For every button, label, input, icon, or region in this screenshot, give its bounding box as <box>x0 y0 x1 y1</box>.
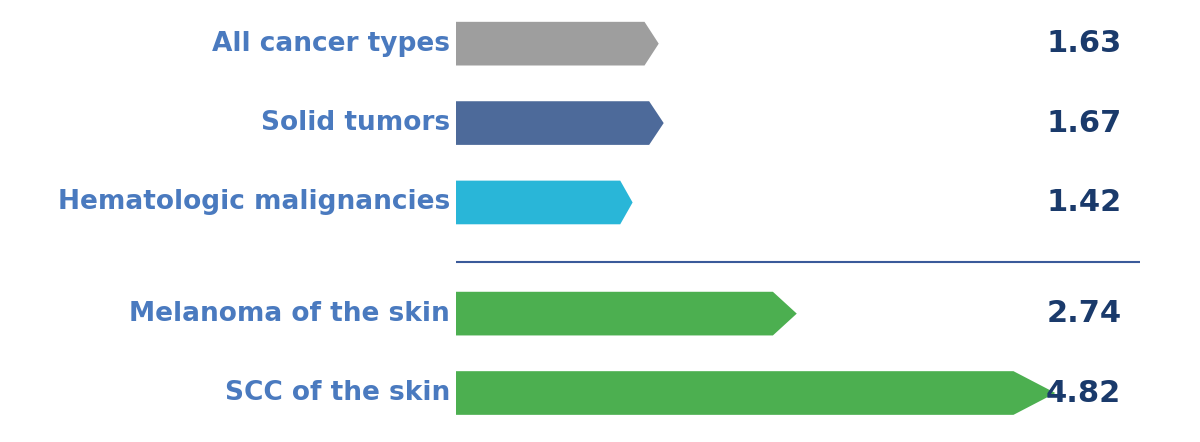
Text: SCC of the skin: SCC of the skin <box>224 380 450 406</box>
Text: 2.74: 2.74 <box>1046 299 1121 328</box>
Text: 4.82: 4.82 <box>1046 378 1121 408</box>
Polygon shape <box>456 181 632 224</box>
Text: 1.63: 1.63 <box>1046 29 1121 58</box>
Polygon shape <box>456 101 664 145</box>
Text: 1.42: 1.42 <box>1046 188 1121 217</box>
Polygon shape <box>456 371 1056 415</box>
Polygon shape <box>456 292 797 335</box>
Text: Melanoma of the skin: Melanoma of the skin <box>130 301 450 327</box>
Text: 1.67: 1.67 <box>1046 109 1121 137</box>
Text: All cancer types: All cancer types <box>212 30 450 57</box>
Text: Solid tumors: Solid tumors <box>260 110 450 136</box>
Text: Hematologic malignancies: Hematologic malignancies <box>58 190 450 215</box>
Polygon shape <box>456 22 659 65</box>
